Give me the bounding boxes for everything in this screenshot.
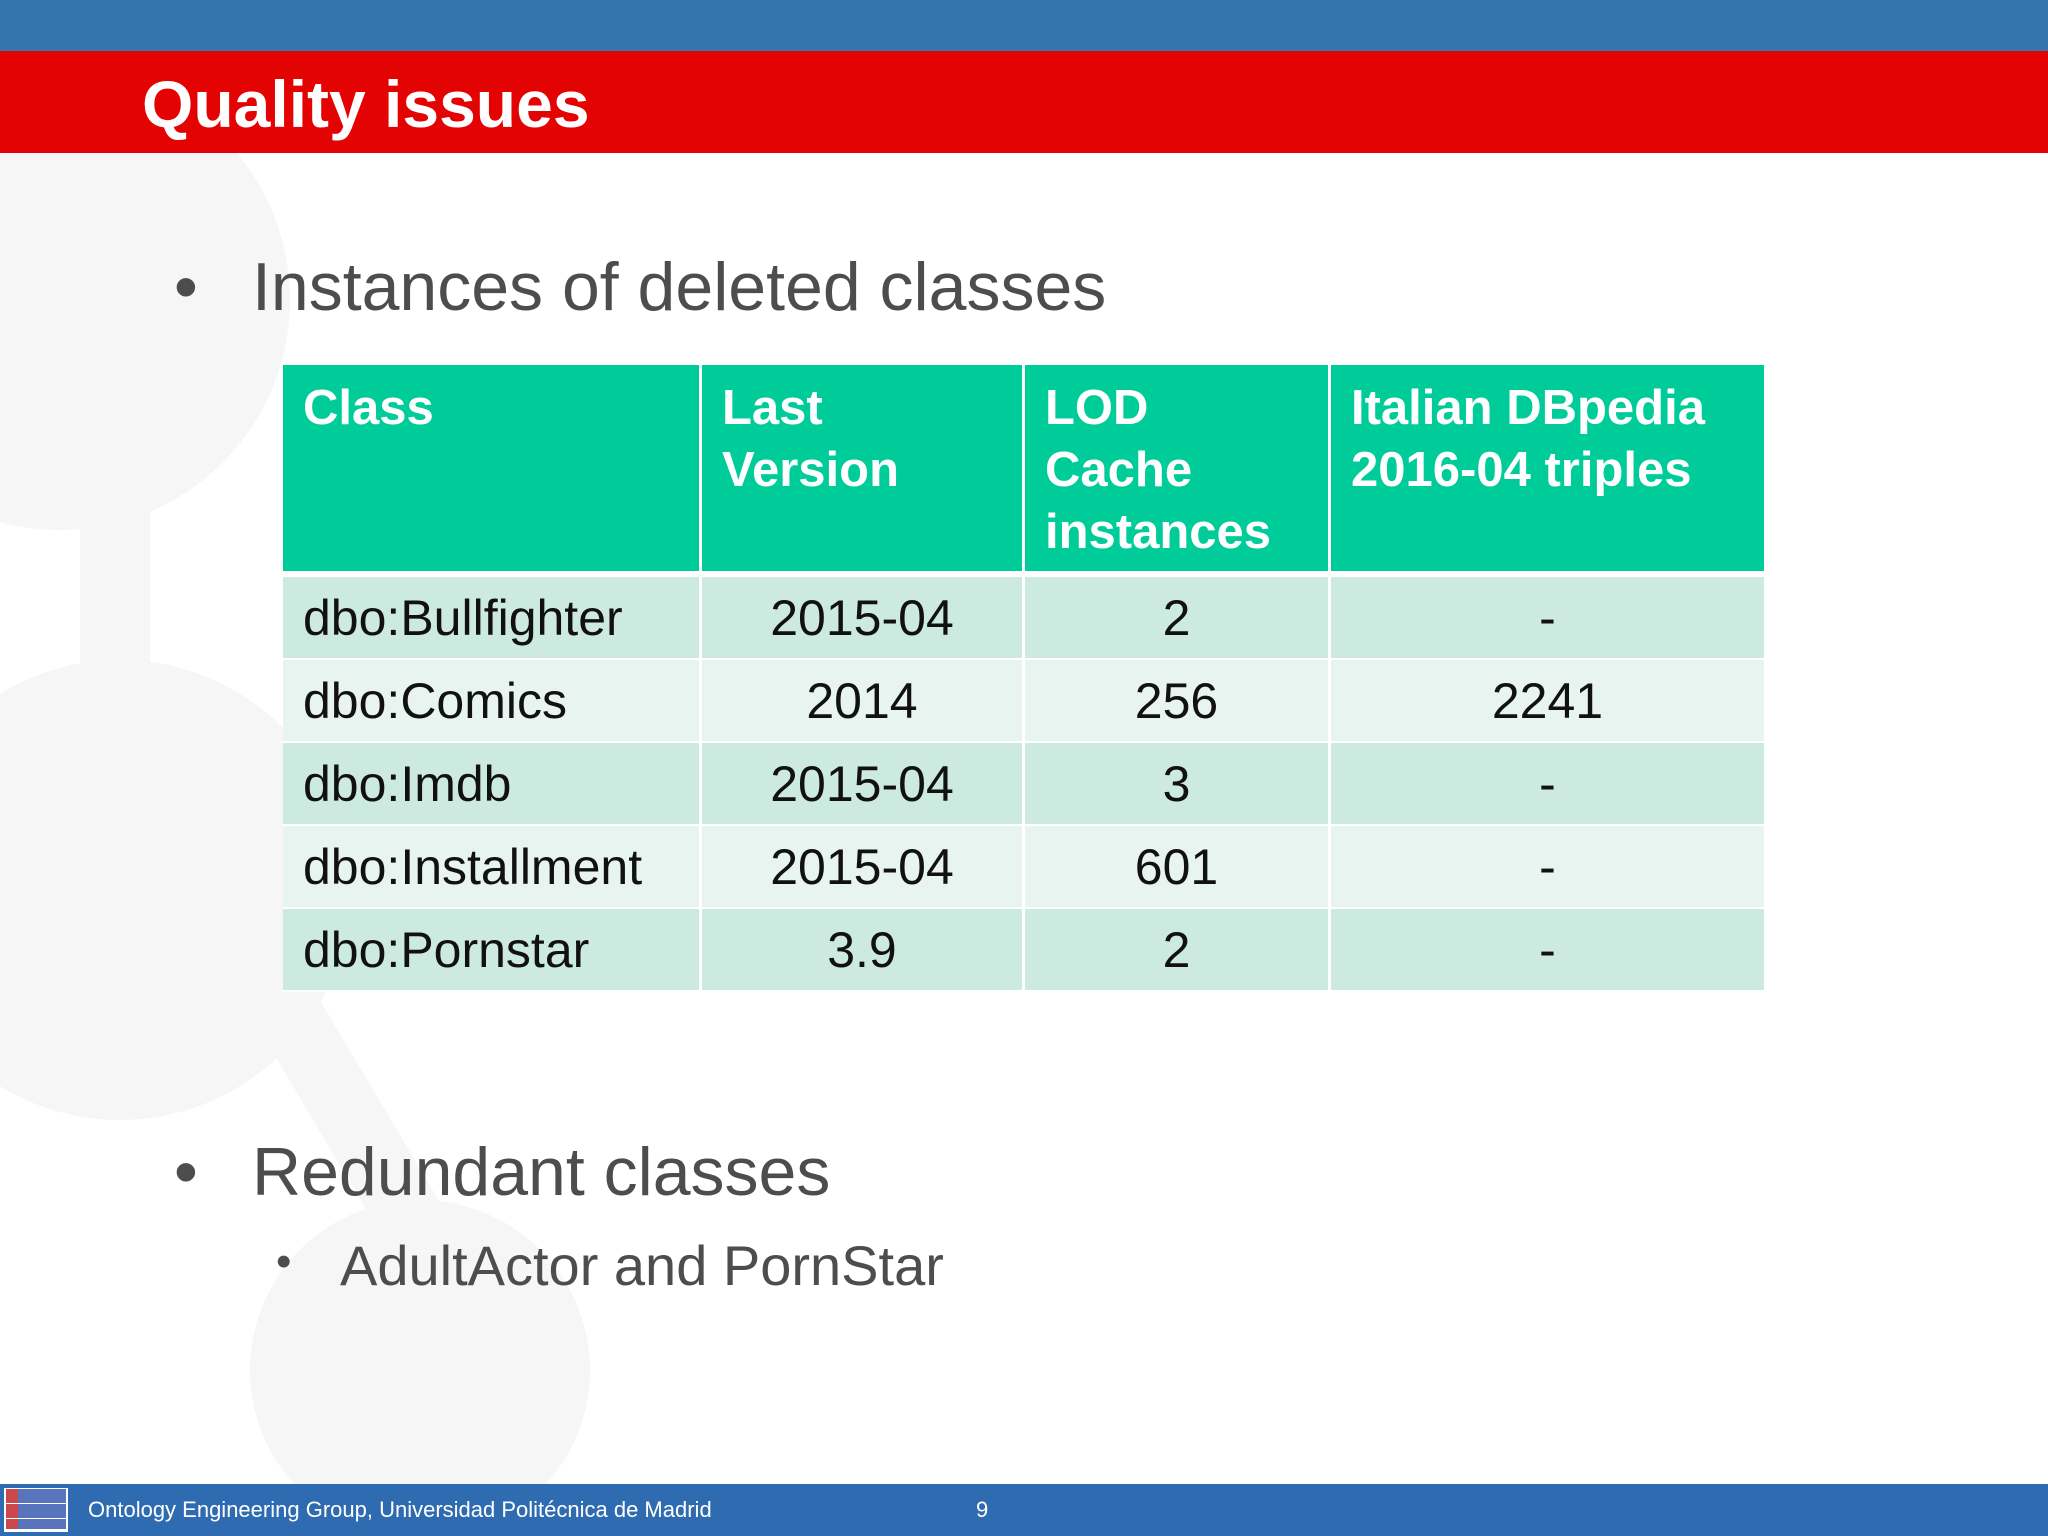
table-row: dbo:Installment 2015-04 601 - xyxy=(283,826,1764,909)
oeg-logo-icon xyxy=(4,1488,68,1532)
cell-last-version: 2015-04 xyxy=(702,577,1022,660)
header-italian-dbpedia-triples: Italian DBpedia 2016-04 triples xyxy=(1331,365,1764,577)
cell-italian-triples: - xyxy=(1331,577,1764,660)
cell-italian-triples: - xyxy=(1331,909,1764,992)
cell-class: dbo:Comics xyxy=(283,660,699,743)
footer-bar: Ontology Engineering Group, Universidad … xyxy=(0,1484,2048,1536)
bullet-dot-icon: • xyxy=(174,1134,198,1210)
cell-italian-triples: - xyxy=(1331,826,1764,909)
cell-lod-instances: 2 xyxy=(1025,577,1328,660)
cell-last-version: 2014 xyxy=(702,660,1022,743)
cell-italian-triples: - xyxy=(1331,743,1764,826)
slide-title: Quality issues xyxy=(142,67,590,141)
cell-lod-instances: 3 xyxy=(1025,743,1328,826)
bullet-dot-icon: • xyxy=(174,249,198,325)
table-header-row: Class Last Version LOD Cache instances I… xyxy=(283,365,1764,577)
header-lod-cache-instances: LOD Cache instances xyxy=(1025,365,1328,577)
cell-last-version: 2015-04 xyxy=(702,743,1022,826)
table-row: dbo:Pornstar 3.9 2 - xyxy=(283,909,1764,992)
cell-class: dbo:Pornstar xyxy=(283,909,699,992)
sub-bullet-text: AdultActor and PornStar xyxy=(340,1234,944,1297)
table-row: dbo:Imdb 2015-04 3 - xyxy=(283,743,1764,826)
top-accent-bar xyxy=(0,0,2048,51)
bullet-text: Redundant classes xyxy=(252,1134,831,1210)
deleted-classes-table: Class Last Version LOD Cache instances I… xyxy=(280,365,1767,992)
cell-last-version: 2015-04 xyxy=(702,826,1022,909)
title-bar: Quality issues xyxy=(0,51,2048,153)
table-row: dbo:Bullfighter 2015-04 2 - xyxy=(283,577,1764,660)
cell-lod-instances: 256 xyxy=(1025,660,1328,743)
cell-italian-triples: 2241 xyxy=(1331,660,1764,743)
cell-last-version: 3.9 xyxy=(702,909,1022,992)
sub-bullet-dot-icon: • xyxy=(276,1237,292,1286)
page-number: 9 xyxy=(976,1497,989,1522)
cell-lod-instances: 2 xyxy=(1025,909,1328,992)
bullet-text: Instances of deleted classes xyxy=(252,249,1107,325)
cell-class: dbo:Imdb xyxy=(283,743,699,826)
cell-lod-instances: 601 xyxy=(1025,826,1328,909)
cell-class: dbo:Bullfighter xyxy=(283,577,699,660)
cell-class: dbo:Installment xyxy=(283,826,699,909)
table-row: dbo:Comics 2014 256 2241 xyxy=(283,660,1764,743)
header-class: Class xyxy=(283,365,699,577)
footer-organization: Ontology Engineering Group, Universidad … xyxy=(88,1497,712,1522)
header-last-version: Last Version xyxy=(702,365,1022,577)
